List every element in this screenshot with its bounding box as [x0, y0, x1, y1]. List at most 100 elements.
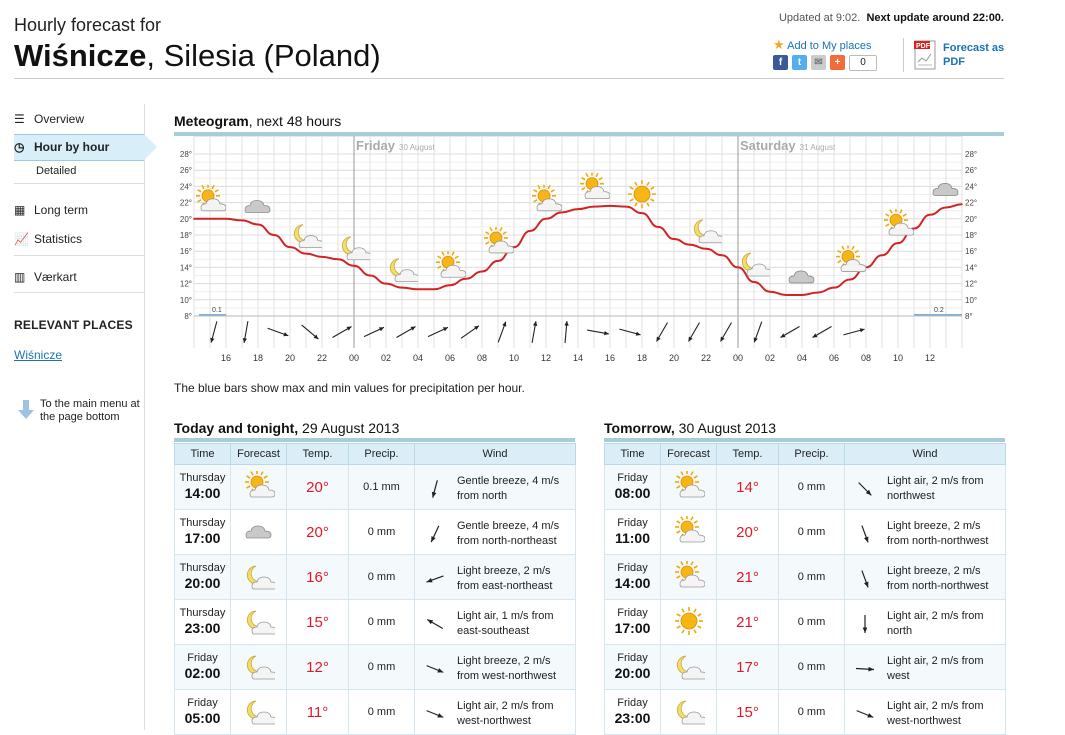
pdf-icon[interactable]: PDF	[914, 40, 936, 70]
time-cell: Thursday 23:00	[174, 599, 231, 645]
pdf-separator	[903, 38, 904, 72]
updated-text: Updated at 9:02.	[778, 12, 861, 24]
sidebar-item-vaerkart[interactable]: ▥ Værkart	[14, 270, 77, 284]
temperature-point	[321, 256, 323, 258]
temperature-point	[433, 288, 435, 291]
row-time: 11:00	[614, 530, 651, 546]
y-tick-left: 16°	[180, 247, 192, 256]
share-count: 0	[849, 54, 877, 71]
y-tick-left: 10°	[180, 296, 192, 305]
temp-cell: 21°	[716, 554, 779, 600]
row-wind-speed: Light air, 2 m/s from	[887, 610, 984, 622]
column-header: Precip.	[778, 443, 845, 465]
weather-symbol	[788, 270, 815, 284]
sidebar-item-statistics[interactable]: 📈 Statistics	[14, 232, 82, 246]
forecast-cell	[660, 464, 717, 510]
forecast-pdf-link[interactable]: Forecast as PDF	[943, 42, 1005, 68]
cloudy-icon	[244, 200, 271, 213]
partly-cloudy-night-icon	[389, 258, 418, 283]
temperature-point	[785, 294, 787, 296]
row-time: 14:00	[184, 485, 221, 501]
x-tick-label: 12	[925, 353, 935, 363]
partly-cloudy-icon	[836, 245, 866, 272]
row-temp: 21°	[736, 613, 759, 631]
temperature-point	[897, 242, 899, 244]
column-header: Forecast	[660, 443, 717, 465]
temperature-point	[769, 290, 771, 293]
meteogram-note: The blue bars show max and min values fo…	[174, 381, 525, 395]
temperature-point	[961, 203, 963, 206]
pdf-icon-text: PDF	[916, 43, 931, 50]
relevant-places-heading: RELEVANT PLACES	[14, 318, 133, 332]
sidebar-item-detailed[interactable]: Detailed	[36, 165, 77, 177]
x-tick-label: 08	[861, 353, 871, 363]
table-row: Friday 20:00 17° 0 mm Light air, 2 m/s fr…	[604, 644, 1006, 690]
row-wind-direction: from west-northwest	[457, 670, 557, 682]
row-temp: 17°	[736, 658, 759, 676]
temperature-point	[673, 238, 675, 240]
forecast-cell	[230, 509, 287, 555]
temperature-point	[369, 274, 371, 277]
temperature-point	[385, 282, 387, 285]
moon-cloud-icon	[676, 655, 707, 679]
weather-symbol	[196, 184, 226, 212]
relevant-place-link[interactable]: Wiśnicze	[14, 348, 63, 362]
temperature-point	[737, 266, 739, 269]
x-tick-label: 16	[605, 353, 615, 363]
row-time: 20:00	[614, 665, 651, 681]
sun-cloud-icon	[884, 209, 914, 236]
temperature-point	[641, 212, 643, 214]
temperature-point	[849, 278, 851, 281]
map-icon: ▥	[14, 270, 26, 284]
weather-symbol	[389, 258, 418, 283]
temp-cell: 11°	[286, 689, 349, 735]
precip-cell: 0.1 mm	[348, 464, 415, 510]
x-tick-label: 16	[221, 353, 231, 363]
sidebar-item-hour-by-hour[interactable]: ◷ Hour by hour	[14, 140, 109, 154]
wind-arrow-icon	[426, 575, 444, 583]
row-precip: 0 mm	[797, 481, 826, 493]
row-wind-speed: Light breeze, 2 m/s	[457, 565, 551, 577]
facebook-icon[interactable]: f	[773, 55, 788, 71]
wind-arrow-icon	[431, 480, 438, 498]
row-wind-direction: from north	[457, 490, 508, 502]
temperature-point	[289, 246, 291, 248]
row-wind-direction: from north-northwest	[887, 580, 989, 592]
row-temp: 14°	[736, 478, 759, 496]
y-tick-right: 26°	[965, 166, 977, 175]
sidebar-item-overview[interactable]: ☰ Overview	[14, 112, 84, 126]
wind-cell: Light breeze, 2 m/s from north-northwest	[844, 554, 1006, 600]
temperature-point	[881, 254, 883, 257]
wind-arrow	[242, 321, 249, 343]
today-title-bar	[174, 438, 575, 442]
to-main-menu-link[interactable]: To the main menu at the page bottom	[40, 398, 140, 423]
temperature-point	[401, 286, 403, 289]
header-prefix: Hourly forecast for	[14, 15, 162, 35]
plus-share-icon[interactable]: +	[830, 55, 845, 71]
time-cell: Friday 11:00	[604, 509, 661, 555]
add-to-places-link[interactable]: ★ Add to My places	[773, 37, 871, 53]
moon-cloud-icon	[693, 219, 722, 244]
weather-symbol	[244, 200, 271, 213]
y-tick-left: 26°	[180, 166, 192, 175]
forecast-cell	[660, 554, 717, 600]
temp-cell: 20°	[716, 509, 779, 555]
column-header: Wind	[844, 443, 1006, 465]
x-tick-label: 08	[477, 353, 487, 363]
sidebar-item-long-term[interactable]: ▦ Long term	[14, 203, 88, 217]
wind-cell: Light air, 2 m/s from west-northwest	[844, 689, 1006, 735]
row-temp: 11°	[306, 703, 329, 721]
weather-symbol	[484, 226, 514, 254]
column-header: Time	[604, 443, 661, 465]
email-icon[interactable]: ✉	[811, 55, 826, 71]
wind-arrow-icon	[426, 618, 444, 630]
time-cell: Friday 23:00	[604, 689, 661, 735]
temp-cell: 20°	[286, 509, 349, 555]
wind-arrow	[812, 326, 832, 338]
row-wind-direction: northwest	[887, 490, 935, 502]
twitter-icon[interactable]: t	[792, 55, 807, 71]
tomorrow-title: Tomorrow, 30 August 2013	[604, 420, 776, 436]
temperature-point	[497, 260, 499, 262]
table-row: Friday 05:00 11° 0 mm Light air, 2 m/s fr…	[174, 689, 576, 735]
clock-icon: ◷	[14, 140, 25, 154]
